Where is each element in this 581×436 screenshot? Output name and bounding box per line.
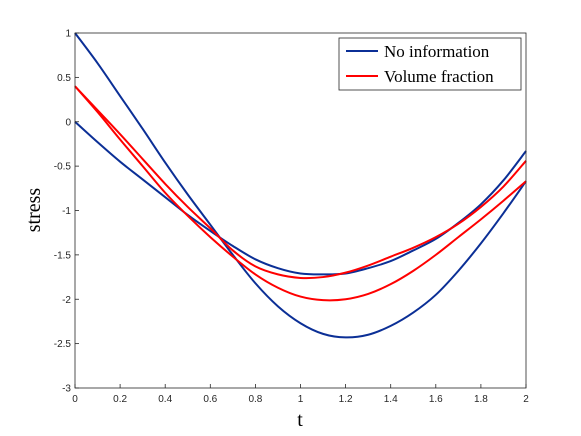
y-tick-label: 1	[65, 29, 71, 40]
x-tick-label: 0.2	[113, 394, 127, 405]
y-tick-label: -1.5	[54, 250, 72, 261]
series-line-volume-fraction-4	[74, 85, 527, 302]
series-layer	[74, 32, 527, 339]
x-axis-label: t	[297, 409, 303, 431]
y-tick-label: -1	[62, 206, 71, 217]
y-tick-label: -2	[62, 295, 71, 306]
x-tick-label: 0	[72, 394, 78, 405]
y-tick-label: 0	[65, 117, 71, 128]
x-tick-label: 0.4	[158, 394, 172, 405]
y-tick-label: 0.5	[57, 73, 71, 84]
series-line-no-information-1	[74, 32, 527, 339]
y-axis-label: stress	[23, 188, 45, 233]
legend: No information Volume fraction	[338, 37, 522, 91]
x-tick-label: 0.8	[248, 394, 262, 405]
y-tick-label: -3	[62, 384, 71, 395]
x-tick-label: 1	[298, 394, 304, 405]
legend-label-no-information: No information	[384, 42, 490, 61]
series-line-volume-fraction-3	[74, 85, 527, 280]
y-tick-label: -0.5	[54, 162, 72, 173]
x-tick-label: 1.8	[474, 394, 488, 405]
x-tick-label: 2	[523, 394, 529, 405]
legend-label-volume-fraction: Volume fraction	[384, 67, 494, 86]
x-tick-label: 1.6	[429, 394, 443, 405]
tick-layer: 0 0.2 0.4 0.6 0.8 1 1.2 1.4 1.6 1.8 2 1 0.5 0 -0.5 -1 -1…	[54, 29, 529, 406]
legend-box	[338, 37, 522, 91]
x-tick-label: 1.2	[339, 394, 353, 405]
plot-area	[75, 33, 526, 388]
x-tick-label: 1.4	[384, 394, 398, 405]
x-tick-label: 0.6	[203, 394, 217, 405]
y-tick-label: -2.5	[54, 339, 72, 350]
